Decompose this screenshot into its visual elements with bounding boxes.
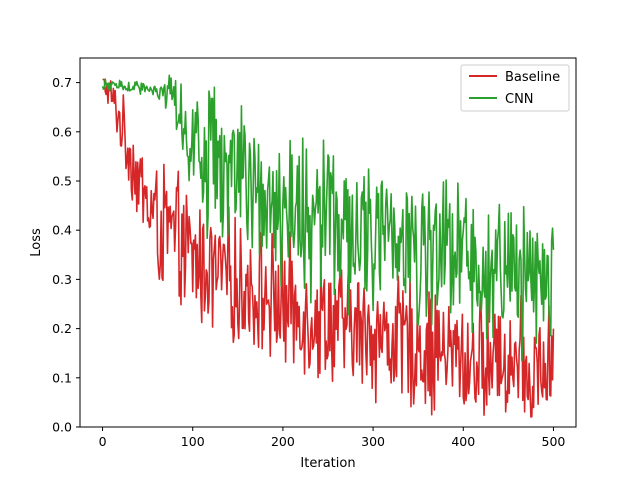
x-tick-label: 0 bbox=[99, 434, 107, 449]
x-tick-label: 200 bbox=[271, 434, 295, 449]
y-tick-label: 0.6 bbox=[52, 124, 72, 139]
series-line-cnn bbox=[101, 74, 555, 362]
y-axis-ticks: 0.0 0.1 0.2 0.3 0.4 0.5 0.6 0.7 bbox=[52, 75, 80, 435]
x-tick-label: 300 bbox=[361, 434, 385, 449]
x-tick-label: 100 bbox=[181, 434, 205, 449]
y-tick-label: 0.1 bbox=[52, 370, 72, 385]
y-tick-label: 0.3 bbox=[52, 272, 72, 287]
x-axis-label: Iteration bbox=[300, 456, 355, 471]
y-tick-label: 0.7 bbox=[52, 75, 72, 90]
y-tick-label: 0.5 bbox=[52, 174, 72, 189]
y-tick-label: 0.0 bbox=[52, 420, 72, 435]
plot-area bbox=[101, 74, 555, 418]
y-tick-label: 0.2 bbox=[52, 321, 72, 336]
x-tick-label: 400 bbox=[451, 434, 475, 449]
x-axis-ticks: 0 100 200 300 400 500 bbox=[99, 427, 566, 449]
legend-label-baseline: Baseline bbox=[505, 70, 560, 85]
x-tick-label: 500 bbox=[542, 434, 566, 449]
y-tick-label: 0.4 bbox=[52, 223, 72, 238]
legend-label-cnn: CNN bbox=[505, 92, 534, 107]
series-line-baseline bbox=[102, 78, 555, 418]
y-axis-label: Loss bbox=[29, 228, 44, 257]
axes-frame bbox=[79, 57, 577, 428]
legend: Baseline CNN bbox=[460, 64, 570, 112]
